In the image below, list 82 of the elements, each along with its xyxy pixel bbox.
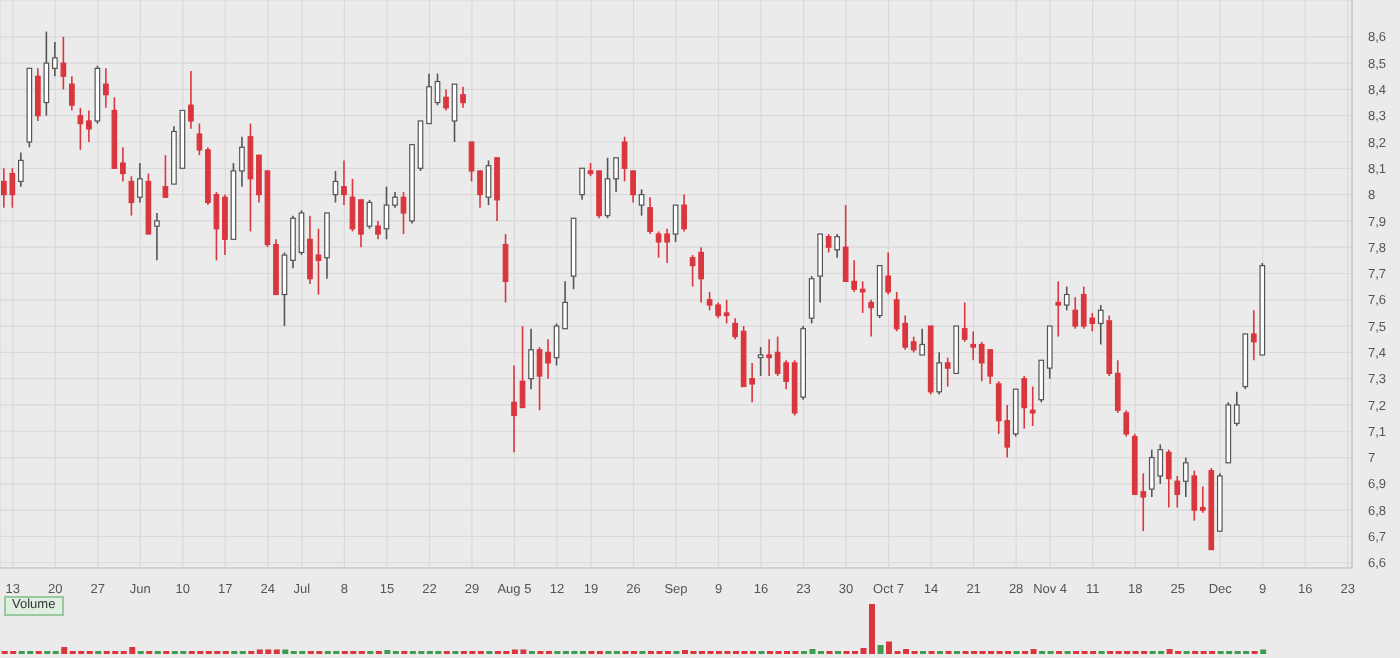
bar	[877, 645, 884, 654]
candlestick	[953, 325, 960, 375]
candlestick	[1148, 448, 1155, 498]
candlestick	[757, 346, 764, 377]
candlestick	[1, 167, 7, 209]
candlestick	[528, 327, 534, 390]
candlestick	[1072, 296, 1079, 330]
candlestick	[1250, 309, 1257, 362]
candlestick	[579, 167, 585, 201]
bar	[886, 641, 893, 654]
candlestick	[825, 233, 832, 254]
candlestick	[1021, 375, 1028, 430]
candlestick	[222, 193, 228, 256]
candlestick	[1157, 443, 1164, 485]
candlestick	[60, 36, 67, 91]
candlestick	[1123, 409, 1130, 438]
candlestick	[1182, 456, 1189, 498]
bar	[61, 647, 68, 654]
candlestick	[1191, 469, 1198, 522]
candlestick	[842, 204, 849, 283]
candlestick	[723, 298, 730, 325]
candlestick	[128, 175, 135, 217]
candlestick	[808, 275, 815, 325]
candlestick	[621, 135, 628, 183]
candlestick	[1097, 304, 1104, 346]
candlestick	[834, 233, 841, 259]
candlestick	[1174, 475, 1181, 509]
candlestick	[681, 193, 687, 233]
candlestick	[443, 88, 449, 112]
candlestick	[341, 159, 347, 206]
candlestick	[817, 233, 823, 304]
candlestick	[970, 330, 977, 362]
candlestick	[672, 204, 679, 243]
bar	[869, 604, 876, 654]
candlestick	[536, 346, 543, 412]
candlestick	[315, 227, 322, 296]
candlestick	[1012, 388, 1019, 438]
candlestick	[69, 75, 75, 112]
candlestick	[664, 227, 670, 264]
candlestick	[706, 291, 713, 312]
candlestick	[655, 230, 662, 259]
candlestick	[188, 70, 194, 130]
candlestick	[137, 162, 143, 204]
candlestick	[162, 154, 169, 199]
candlestick	[43, 30, 50, 117]
candlestick	[511, 364, 517, 454]
candlestick	[630, 170, 636, 204]
candlestick	[1063, 285, 1070, 312]
candlestick	[1055, 280, 1062, 338]
candlestick	[647, 196, 653, 235]
candlestick	[324, 212, 330, 280]
candlestick	[460, 85, 466, 109]
candlestick	[596, 170, 602, 220]
candlestick	[885, 251, 892, 296]
candlestick	[936, 351, 943, 396]
candlestick	[919, 327, 926, 356]
candlestick	[307, 214, 313, 285]
candlestick	[1029, 385, 1036, 427]
candlestick	[987, 348, 994, 385]
candlestick	[451, 83, 458, 143]
candlestick	[961, 301, 968, 343]
candlestick	[545, 338, 551, 380]
candlestick	[35, 67, 41, 122]
candlestick	[9, 167, 16, 209]
candlestick	[358, 199, 364, 248]
candlestick	[1165, 448, 1172, 509]
candlestick	[698, 246, 704, 304]
candlestick	[18, 151, 24, 188]
candlestick	[774, 335, 781, 377]
candlestick	[944, 356, 951, 388]
candlestick	[868, 298, 875, 338]
candlestick	[154, 212, 160, 262]
candlestick	[689, 254, 696, 288]
candlestick	[77, 107, 84, 151]
candlestick	[375, 220, 381, 241]
candlestick	[859, 280, 866, 314]
candlestick	[978, 341, 985, 383]
candlestick	[494, 156, 500, 222]
candlestick	[1080, 285, 1087, 330]
candlestick	[103, 67, 109, 109]
bar	[129, 647, 136, 654]
candlestick	[638, 188, 645, 217]
